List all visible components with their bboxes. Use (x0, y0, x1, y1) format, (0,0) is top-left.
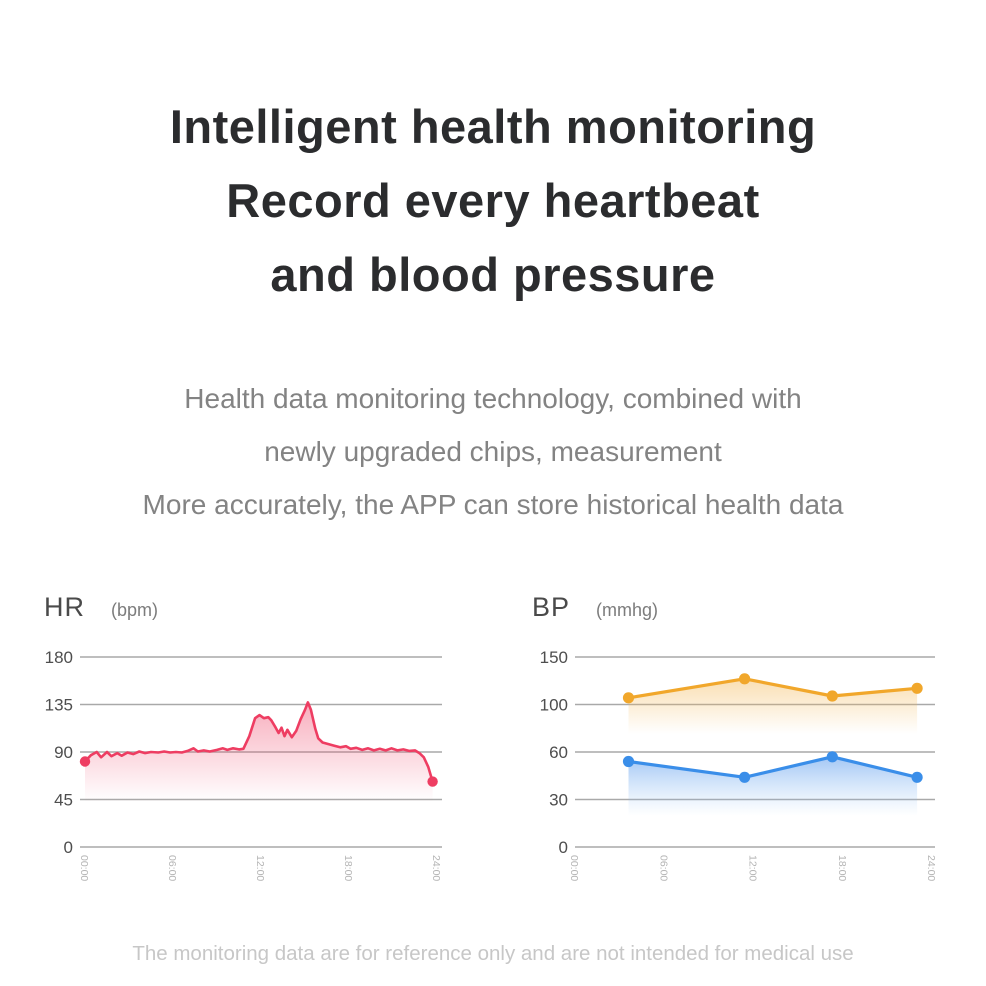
y-axis-tick-label: 150 (540, 648, 568, 667)
page-title-line-2: Record every heartbeat (226, 174, 760, 227)
x-axis-tick-label: 06:00 (166, 855, 178, 881)
heart-rate-line (83, 701, 434, 783)
hr-chart-canvas: 0 45 90 135 180 00:00 06:00 12:00 18:00 24:00 (40, 588, 460, 918)
bp-chart-header: BP (mmhg) (532, 592, 658, 623)
y-axis-tick-label: 180 (45, 648, 73, 667)
systolic-data-point-dot (739, 673, 751, 685)
bp-chart: 0 30 60 100 150 00:00 06:00 12:00 18:00 24:00 BP (… (528, 588, 948, 918)
heart-rate-data-point-dot (427, 776, 438, 787)
diastolic-data-point-dot (622, 755, 635, 768)
diastolic-line (626, 755, 919, 779)
x-axis-tick-label: 06:00 (657, 855, 669, 881)
heart-rate-data-point-dot (79, 756, 91, 767)
systolic-area-fill (628, 678, 918, 734)
diastolic-data-point-dot (739, 771, 751, 783)
y-axis-tick-label: 135 (45, 696, 73, 715)
x-axis-tick-label: 18:00 (836, 855, 848, 881)
y-axis-tick-label: 30 (549, 791, 568, 810)
x-axis-tick-label: 00:00 (78, 855, 90, 881)
y-axis-tick-label: 90 (54, 743, 73, 762)
diastolic-data-point-dot (911, 771, 923, 783)
bp-chart-svg: 0 30 60 100 150 00:00 06:00 12:00 18:00 24:00 (540, 648, 937, 881)
y-axis-tick-label: 100 (540, 696, 568, 715)
y-axis-tick-label: 45 (54, 791, 73, 810)
page-title-line-1: Intelligent health monitoring (169, 100, 817, 153)
bp-chart-title: BP (532, 592, 571, 622)
subtitle-line-1: Health data monitoring technology, combi… (184, 383, 802, 414)
subtitle-line-3: More accurately, the APP can store histo… (142, 489, 844, 520)
subtitle-line-2: newly upgraded chips, measurement (264, 436, 722, 467)
systolic-data-point-dot (911, 682, 923, 694)
hr-chart: 0 45 90 135 180 00:00 06:00 12:00 18:00 24:00 HR (… (40, 588, 460, 918)
hr-chart-unit: (bpm) (111, 600, 159, 620)
page-title: Intelligent health monitoring Record eve… (0, 90, 986, 312)
hr-chart-header: HR (bpm) (44, 592, 158, 623)
diastolic-data-point-dot (826, 751, 838, 763)
disclaimer: The monitoring data are for reference on… (132, 942, 854, 965)
systolic-data-point-dot (622, 692, 635, 704)
hr-chart-title: HR (44, 592, 85, 622)
page-subtitle: Health data monitoring technology, combi… (0, 372, 986, 531)
x-axis-tick-label: 24:00 (925, 855, 937, 881)
x-axis-tick-label: 00:00 (568, 855, 580, 881)
y-axis-tick-label: 0 (64, 838, 73, 857)
x-axis-tick-label: 12:00 (747, 855, 759, 881)
heart-rate-area-fill (85, 702, 433, 802)
x-axis-tick-label: 18:00 (342, 855, 354, 881)
bp-chart-unit: (mmhg) (596, 600, 659, 620)
systolic-line (626, 677, 919, 700)
bp-chart-canvas: 0 30 60 100 150 00:00 06:00 12:00 18:00 24:00 (528, 588, 948, 918)
systolic-data-point-dot (826, 690, 838, 702)
hr-chart-svg: 0 45 90 135 180 00:00 06:00 12:00 18:00 24:00 (45, 648, 442, 881)
page-title-line-3: and blood pressure (270, 248, 716, 301)
y-axis-tick-label: 0 (559, 838, 568, 857)
y-axis-tick-label: 60 (549, 743, 568, 762)
x-axis-tick-label: 12:00 (254, 855, 266, 881)
x-axis-tick-label: 24:00 (430, 855, 442, 881)
